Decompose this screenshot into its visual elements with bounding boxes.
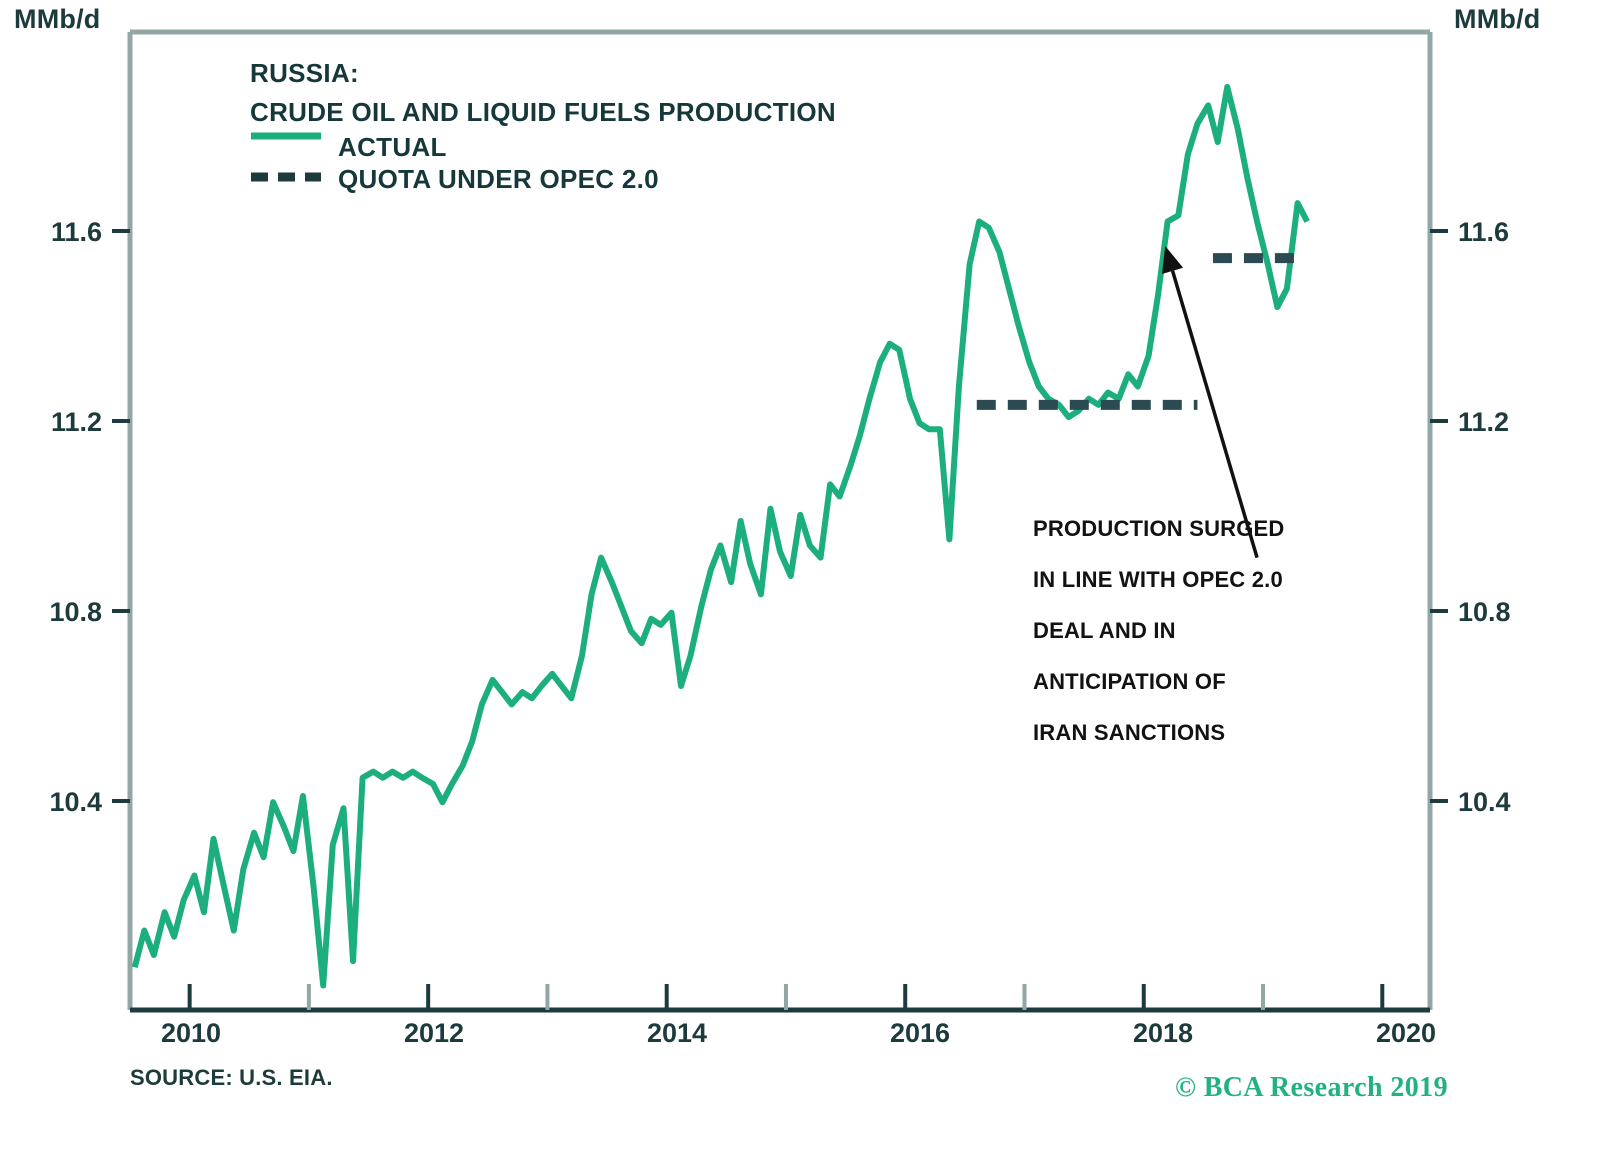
annotation-arrow-head bbox=[1162, 245, 1184, 274]
y-axis-ticks bbox=[112, 229, 1448, 803]
annotation-arrow bbox=[1162, 245, 1259, 559]
chart-title-line2: CRUDE OIL AND LIQUID FUELS PRODUCTION bbox=[250, 97, 836, 127]
legend: ACTUAL QUOTA UNDER OPEC 2.0 bbox=[251, 132, 659, 194]
y-label-left-2: 10.8 bbox=[49, 597, 102, 627]
legend-label-actual: ACTUAL bbox=[338, 132, 447, 162]
copyright-credit: © BCA Research 2019 bbox=[1175, 1072, 1448, 1103]
y-label-left-3: 10.4 bbox=[49, 787, 102, 817]
annotation-text-block: PRODUCTION SURGED IN LINE WITH OPEC 2.0 … bbox=[1033, 516, 1285, 745]
x-label-3: 2016 bbox=[890, 1018, 950, 1048]
plot-frame bbox=[127, 29, 1433, 1013]
y-label-right-1: 11.2 bbox=[1458, 407, 1509, 437]
y-axis-unit-right: MMb/d bbox=[1454, 4, 1540, 34]
y-label-right-3: 10.4 bbox=[1458, 787, 1511, 817]
annotation-line-4: ANTICIPATION OF bbox=[1033, 669, 1226, 694]
x-label-2: 2014 bbox=[647, 1018, 707, 1048]
x-label-5: 2020 bbox=[1376, 1018, 1436, 1048]
y-axis-labels-left: 11.6 11.2 10.8 10.4 bbox=[49, 217, 102, 817]
x-label-1: 2012 bbox=[404, 1018, 464, 1048]
chart-title-line1: RUSSIA: bbox=[250, 58, 359, 88]
source-note: SOURCE: U.S. EIA. bbox=[130, 1065, 333, 1090]
x-label-0: 2010 bbox=[161, 1018, 221, 1048]
y-label-left-0: 11.6 bbox=[51, 217, 102, 247]
annotation-line-2: IN LINE WITH OPEC 2.0 bbox=[1033, 567, 1283, 592]
x-axis-ticks bbox=[187, 984, 1385, 1010]
annotation-line-5: IRAN SANCTIONS bbox=[1033, 720, 1225, 745]
annotation-line-3: DEAL AND IN bbox=[1033, 618, 1176, 643]
y-label-right-0: 11.6 bbox=[1458, 217, 1509, 247]
y-label-left-1: 11.2 bbox=[51, 407, 102, 437]
y-label-right-2: 10.8 bbox=[1458, 597, 1511, 627]
x-label-4: 2018 bbox=[1133, 1018, 1193, 1048]
annotation-arrow-shaft bbox=[1170, 270, 1259, 559]
x-axis-labels: 2010 2012 2014 2016 2018 2020 bbox=[161, 1018, 1436, 1048]
y-axis-labels-right: 11.6 11.2 10.8 10.4 bbox=[1458, 217, 1511, 817]
series-path-0 bbox=[131, 84, 1310, 989]
annotation-line-1: PRODUCTION SURGED bbox=[1033, 516, 1285, 541]
y-axis-unit-left: MMb/d bbox=[14, 4, 100, 34]
legend-label-quota: QUOTA UNDER OPEC 2.0 bbox=[338, 164, 659, 194]
series-layer bbox=[131, 84, 1310, 989]
